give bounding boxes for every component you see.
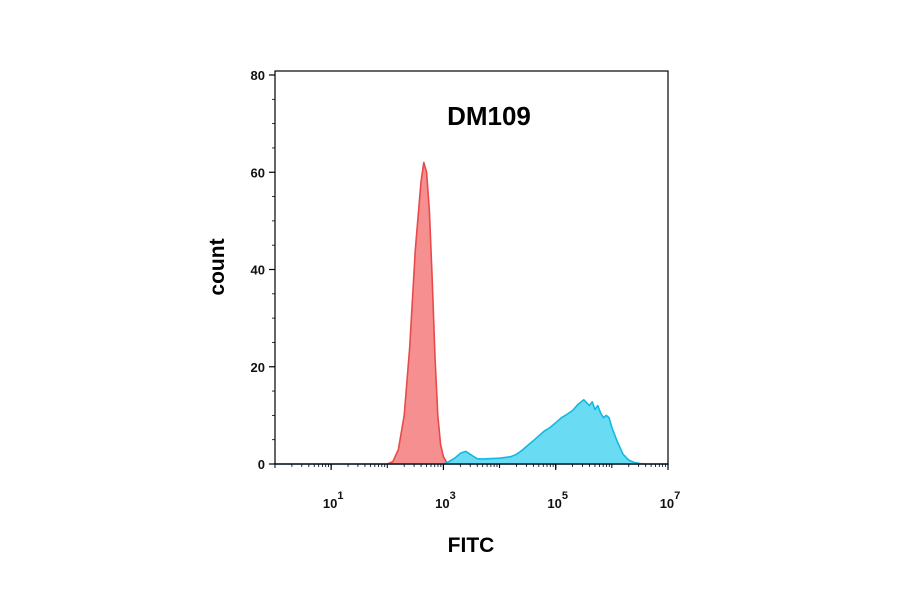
y-axis-ticks: 0 20 40 60 80 — [251, 68, 275, 472]
y-tick-label: 80 — [251, 68, 265, 83]
series-layer — [274, 161, 669, 465]
x-axis-ticks: 101 103 105 107 — [323, 464, 680, 511]
chart-title: DM109 — [447, 101, 531, 131]
y-tick-label: 60 — [251, 165, 265, 180]
x-tick-label: 103 — [435, 490, 456, 511]
x-axis-title: FITC — [448, 534, 495, 557]
plot-frame — [274, 70, 669, 465]
x-tick-label: 101 — [323, 490, 344, 511]
y-tick-label: 40 — [251, 263, 265, 278]
series-area-2 — [274, 399, 669, 465]
x-tick-label: 107 — [660, 490, 681, 511]
y-minor-ticks — [272, 98, 275, 441]
x-tick-label: 105 — [547, 490, 568, 511]
y-tick-label: 0 — [258, 457, 265, 472]
y-tick-label: 20 — [251, 360, 265, 375]
y-axis-title: count — [206, 238, 229, 295]
